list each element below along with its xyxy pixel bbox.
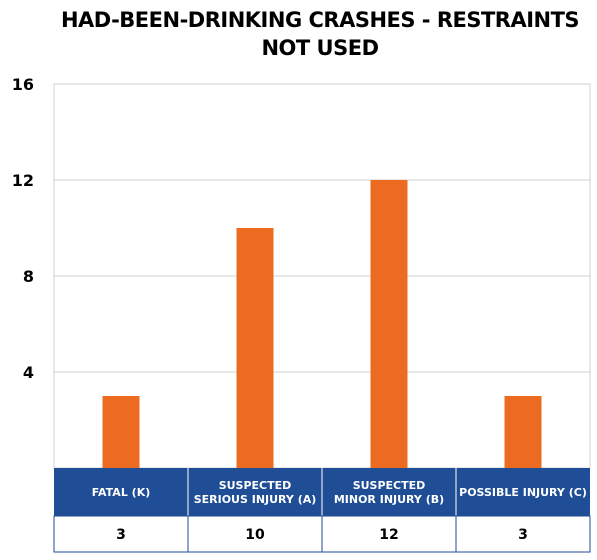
y-tick-label: 8 xyxy=(23,267,34,286)
gridlines xyxy=(53,83,591,469)
y-axis-tick-labels: 4 8 12 16 xyxy=(12,75,34,382)
y-tick-label: 12 xyxy=(12,171,34,190)
table-value: 3 xyxy=(116,527,126,543)
table-value: 3 xyxy=(518,527,528,543)
bars xyxy=(102,180,542,468)
bar xyxy=(236,228,274,468)
table-value: 12 xyxy=(379,527,398,543)
y-tick-label: 4 xyxy=(23,363,34,382)
x-category-label: POSSIBLE INJURY (C) xyxy=(459,486,587,499)
x-category-label: FATAL (K) xyxy=(92,486,151,499)
bar xyxy=(504,396,542,468)
x-category-label: SUSPECTED xyxy=(219,479,292,492)
data-table: 3 10 12 3 xyxy=(53,515,591,553)
chart-title: HAD-BEEN-DRINKING CRASHES - RESTRAINTS N… xyxy=(60,8,580,60)
table-value: 10 xyxy=(245,527,265,543)
x-category-label: MINOR INJURY (B) xyxy=(334,493,444,506)
x-category-label: SUSPECTED xyxy=(353,479,426,492)
bar xyxy=(102,396,140,468)
y-tick-label: 16 xyxy=(12,75,34,94)
bar xyxy=(370,180,408,468)
x-category-label: SERIOUS INJURY (A) xyxy=(194,493,317,506)
